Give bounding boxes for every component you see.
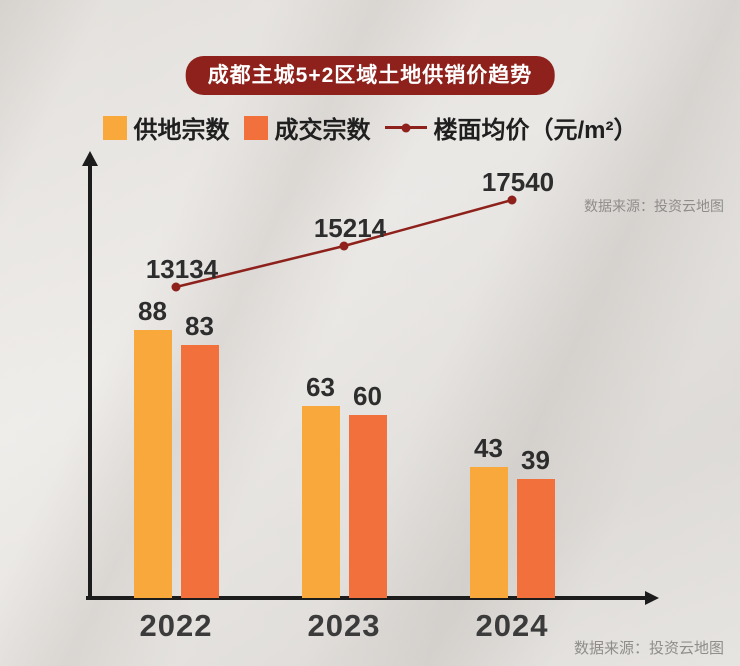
x-axis bbox=[86, 596, 646, 600]
data-source-note-top: 数据来源：投资云地图 bbox=[584, 198, 724, 214]
bar-deal bbox=[348, 415, 387, 598]
x-axis-label: 2022 bbox=[139, 608, 213, 643]
price-value-label: 15214 bbox=[313, 213, 387, 243]
x-axis-arrow-icon bbox=[645, 591, 659, 605]
legend-label-price: 楼面均价（元/m²） bbox=[433, 117, 638, 144]
bar-supply bbox=[133, 330, 172, 598]
bar-value-deal: 83 bbox=[185, 311, 214, 341]
legend-item-supply: 供地宗数 bbox=[102, 110, 230, 145]
legend-label-deal: 成交宗数 bbox=[274, 117, 371, 144]
bar-value-deal: 39 bbox=[521, 445, 550, 475]
bar-value-supply: 43 bbox=[474, 433, 503, 463]
chart-title: 成都主城5+2区域土地供销价趋势 bbox=[185, 56, 555, 95]
data-source-note-bottom: 数据来源：投资云地图 bbox=[573, 640, 724, 657]
price-value-label: 13134 bbox=[145, 254, 219, 284]
price-value-label: 17540 bbox=[481, 167, 555, 197]
legend-price-dot-icon bbox=[401, 123, 410, 132]
legend-swatch-price-line bbox=[384, 123, 427, 132]
bar-value-deal: 60 bbox=[353, 381, 382, 411]
bar-supply bbox=[469, 467, 508, 598]
legend: 供地宗数 成交宗数 楼面均价（元/m²） bbox=[0, 110, 740, 145]
bar-deal bbox=[516, 479, 555, 598]
bar-value-supply: 63 bbox=[306, 372, 335, 402]
x-axis-label: 2024 bbox=[475, 608, 549, 643]
y-axis-arrow-icon bbox=[82, 151, 98, 166]
legend-item-deal: 成交宗数 bbox=[243, 110, 371, 145]
bar-deal bbox=[180, 345, 219, 598]
bar-supply bbox=[301, 406, 340, 598]
legend-item-price: 楼面均价（元/m²） bbox=[384, 110, 638, 145]
legend-label-supply: 供地宗数 bbox=[133, 117, 230, 144]
y-axis bbox=[88, 166, 92, 600]
x-axis-label: 2023 bbox=[307, 608, 381, 643]
bar-value-supply: 88 bbox=[138, 296, 167, 326]
legend-swatch-deal bbox=[243, 115, 268, 140]
legend-swatch-supply bbox=[102, 115, 127, 140]
